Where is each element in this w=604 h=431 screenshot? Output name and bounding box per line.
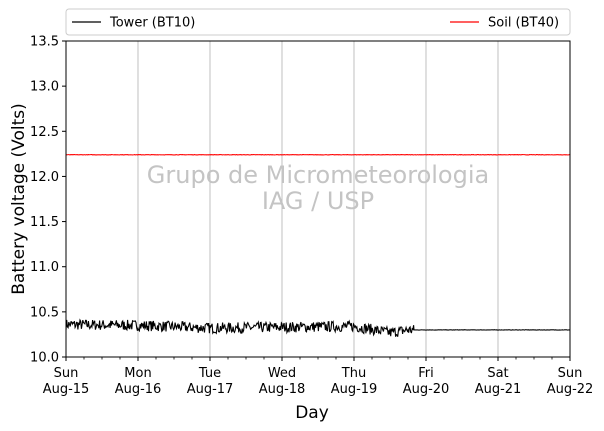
series-line-tower — [65, 318, 571, 337]
legend: Tower (BT10) Soil (BT40) — [65, 8, 571, 36]
x-tick-label: Sun Aug-22 — [547, 366, 594, 397]
watermark: Grupo de Micrometeorologia IAG / USP — [147, 161, 489, 215]
x-tick-label: Sun Aug-15 — [43, 366, 90, 397]
y-tick-label: 13.5 — [30, 35, 59, 50]
legend-label-tower: Tower (BT10) — [109, 16, 195, 31]
watermark-line-2: IAG / USP — [262, 187, 374, 215]
y-axis: 10.0 10.5 11.0 11.5 12.0 12.5 13.0 13.5 — [30, 35, 66, 366]
watermark-line-1: Grupo de Micrometeorologia — [147, 161, 489, 189]
grid-lines — [137, 41, 499, 357]
y-tick-label: 10.5 — [30, 305, 59, 320]
x-tick-label: Fri Aug-20 — [403, 366, 450, 397]
x-tick-label: Thu Aug-19 — [331, 366, 378, 397]
x-tick-label: Sat Aug-21 — [475, 366, 522, 397]
x-axis: Sun Aug-15 Mon Aug-16 Tue Aug-17 Wed Aug-18 Thu A… — [43, 357, 594, 397]
y-tick-label: 12.5 — [30, 125, 59, 140]
series-lines — [65, 153, 571, 337]
x-axis-label: Day — [295, 403, 329, 423]
y-tick-label: 11.5 — [30, 215, 59, 230]
y-tick-label: 10.0 — [30, 351, 59, 366]
y-tick-label: 12.0 — [30, 170, 59, 185]
y-tick-label: 13.0 — [30, 80, 59, 95]
x-tick-label: Wed Aug-18 — [259, 366, 306, 397]
x-tick-label: Tue Aug-17 — [187, 366, 234, 397]
x-tick-label: Mon Aug-16 — [115, 366, 162, 397]
y-tick-label: 11.0 — [30, 260, 59, 275]
legend-box — [65, 8, 571, 36]
y-axis-label: Battery voltage (Volts) — [9, 103, 29, 294]
legend-label-soil: Soil (BT40) — [488, 16, 559, 31]
